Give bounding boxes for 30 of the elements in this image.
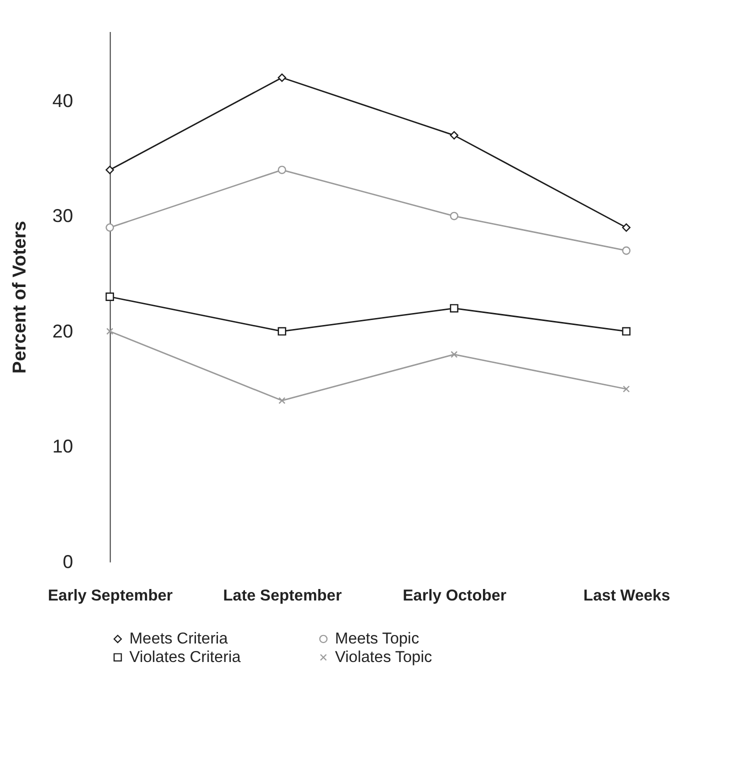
point bbox=[278, 397, 286, 404]
legend-label: Violates Topic bbox=[335, 649, 432, 666]
point bbox=[622, 246, 631, 255]
y-tick-label: 30 bbox=[52, 205, 74, 226]
point bbox=[106, 166, 114, 174]
point bbox=[622, 327, 631, 336]
point bbox=[450, 350, 458, 358]
point bbox=[278, 327, 286, 336]
point bbox=[622, 223, 631, 232]
legend-label: Meets Criteria bbox=[129, 630, 228, 648]
point bbox=[106, 223, 114, 232]
x-tick-label: Last Weeks bbox=[583, 588, 670, 605]
x-tick-label: Early September bbox=[48, 588, 173, 605]
point bbox=[450, 304, 458, 312]
point bbox=[622, 386, 630, 392]
point bbox=[450, 131, 458, 140]
point bbox=[106, 328, 114, 335]
y-tick-label: 20 bbox=[52, 320, 74, 342]
point bbox=[278, 73, 286, 82]
point bbox=[278, 166, 286, 174]
y-tick-label: 0 bbox=[62, 551, 74, 572]
x-tick-label: Late September bbox=[223, 588, 342, 605]
legend-label: Violates Criteria bbox=[129, 649, 241, 666]
point bbox=[106, 292, 114, 301]
point bbox=[450, 212, 458, 220]
y-tick-label: 40 bbox=[52, 90, 74, 111]
y-tick-label: 10 bbox=[52, 436, 74, 457]
legend-label: Meets Topic bbox=[335, 630, 420, 648]
y-axis-title: Percent of Voters bbox=[8, 220, 30, 374]
x-tick-label: Early October bbox=[402, 588, 506, 605]
